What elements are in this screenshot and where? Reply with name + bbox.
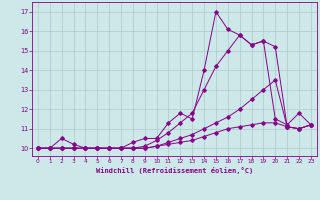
X-axis label: Windchill (Refroidissement éolien,°C): Windchill (Refroidissement éolien,°C) <box>96 167 253 174</box>
